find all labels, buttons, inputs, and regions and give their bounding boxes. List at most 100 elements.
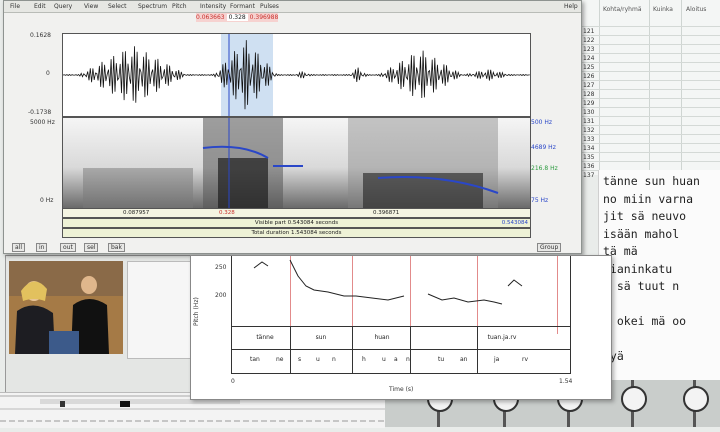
spec-ytop: 5000 Hz xyxy=(30,119,55,126)
sheet-row[interactable]: 126 xyxy=(581,71,720,81)
phone-cell[interactable]: tan xyxy=(250,356,260,363)
phone-cell[interactable]: ja xyxy=(494,356,500,363)
right-label-bottom: 75 Hz xyxy=(531,197,549,204)
sheet-row[interactable]: 124 xyxy=(581,53,720,63)
mixer-knob[interactable] xyxy=(683,386,709,412)
phone-cell[interactable]: an xyxy=(460,356,468,363)
sheet-header-2: Kuinka xyxy=(653,6,673,13)
sheet-row-id: 131 xyxy=(583,118,595,125)
zoom-button-bak[interactable]: bak xyxy=(108,243,125,252)
pitch-x-end: 1.54 xyxy=(559,378,573,385)
menu-pitch[interactable]: Pitch xyxy=(172,3,187,10)
transcript-line: no miin varna xyxy=(603,191,694,206)
wave-ymax: 0.1628 xyxy=(30,32,51,39)
phone-cell[interactable]: rv xyxy=(522,356,529,363)
selection-readout: 0.063663 0.328 0.396988 xyxy=(196,13,279,22)
sheet-row[interactable]: 129 xyxy=(581,98,720,108)
sheet-row-id: 126 xyxy=(583,73,595,80)
wave-zero: 0 xyxy=(46,70,50,77)
menu-view[interactable]: View xyxy=(84,3,99,10)
phone-cell[interactable]: u xyxy=(316,356,320,363)
sheet-row[interactable]: 131 xyxy=(581,116,720,126)
pitch-ytick-1: 250 xyxy=(215,264,227,271)
transcript-line: i okei mä oo xyxy=(603,314,687,328)
word-cell[interactable]: sun xyxy=(315,334,327,341)
visible-part-label: Visible part 0.543084 seconds xyxy=(254,220,339,226)
menu-pulses[interactable]: Pulses xyxy=(260,3,279,10)
sound-editor-window: File Edit Query View Select Spectrum Pitch Inte… xyxy=(3,0,582,254)
visible-part-bar[interactable]: Visible part 0.543084 seconds 0.543084 xyxy=(62,218,531,228)
menu-formant[interactable]: Formant xyxy=(230,3,255,10)
sheet-row[interactable]: 132 xyxy=(581,125,720,135)
sheet-header-3: Aloitus xyxy=(686,6,707,13)
sheet-row-id: 129 xyxy=(583,100,595,107)
phone-cell[interactable]: s xyxy=(298,356,302,363)
sheet-row[interactable]: 121 xyxy=(581,26,720,36)
transcript-line: bianinkatu xyxy=(603,261,673,276)
sheet-row[interactable]: 127 xyxy=(581,80,720,90)
phone-cell[interactable]: h xyxy=(362,356,366,363)
phone-cell[interactable]: n xyxy=(332,356,336,363)
sheet-row[interactable]: 136 xyxy=(581,161,720,171)
group-toggle[interactable]: Group xyxy=(537,243,562,252)
total-duration-bar[interactable]: Total duration 1.543084 seconds xyxy=(62,228,531,238)
word-cell[interactable]: tuan.ja.rv xyxy=(487,334,517,341)
sheet-row-id: 125 xyxy=(583,64,595,71)
selection-cursor: 0.328 xyxy=(226,14,248,21)
phone-cell[interactable]: ne xyxy=(276,356,284,363)
menu-edit[interactable]: Edit xyxy=(34,3,46,10)
phone-cell[interactable]: tu xyxy=(438,356,445,363)
sheet-header-1: Kohta/ryhmä xyxy=(603,6,642,13)
word-cell[interactable]: tänne xyxy=(256,334,274,341)
mixer-knob[interactable] xyxy=(621,386,647,412)
sheet-row[interactable]: 122 xyxy=(581,35,720,45)
menu-spectrum[interactable]: Spectrum xyxy=(138,3,168,10)
menu-bar: File Edit Query View Select Spectrum Pitch Inte… xyxy=(4,1,581,13)
time-mark-2: 0.328 xyxy=(219,210,235,216)
word-cell[interactable]: huan xyxy=(374,334,390,341)
selection-start: 0.063663 xyxy=(196,14,225,21)
pitch-plot[interactable]: tänne sun huan tuan.ja.rv tan ne s u n h u a n tu… xyxy=(231,256,571,374)
sheet-row[interactable]: 123 xyxy=(581,44,720,54)
waveform-trace xyxy=(62,40,530,110)
menu-select[interactable]: Select xyxy=(108,3,127,10)
sheet-row[interactable]: 135 xyxy=(581,152,720,162)
time-mark-1: 0.087957 xyxy=(123,210,150,216)
pitch-ylabel: Pitch (Hz) xyxy=(193,297,200,326)
zoom-button-in[interactable]: in xyxy=(36,243,48,252)
sheet-row[interactable]: 125 xyxy=(581,62,720,72)
phone-cell[interactable]: a xyxy=(394,356,398,363)
pitch-x-start: 0 xyxy=(231,378,235,385)
sheet-row[interactable]: 133 xyxy=(581,134,720,144)
sheet-row-id: 137 xyxy=(583,172,595,179)
sheet-row[interactable]: 130 xyxy=(581,107,720,117)
sheet-row[interactable]: 134 xyxy=(581,143,720,153)
waveform-panel[interactable] xyxy=(62,33,531,117)
sheet-row-id: 135 xyxy=(583,154,595,161)
sheet-row[interactable]: 128 xyxy=(581,89,720,99)
menu-file[interactable]: File xyxy=(10,3,21,10)
video-frame[interactable] xyxy=(9,261,123,354)
transcript-document[interactable]: tänne sun huan no miin varna jit sä neuvo i… xyxy=(598,170,720,385)
phone-cell[interactable]: n xyxy=(406,356,410,363)
zoom-button-all[interactable]: all xyxy=(12,243,26,252)
right-label-mid: 4689 Hz xyxy=(531,144,556,151)
transcript-line: s sä tuut n xyxy=(603,279,680,293)
right-label-green: 216.8 Hz xyxy=(531,165,558,172)
zoom-button-out[interactable]: out xyxy=(60,243,76,252)
time-mark-3: 0.396871 xyxy=(373,210,400,216)
zoom-button-sel[interactable]: sel xyxy=(84,243,99,252)
wave-ymin: -0.1738 xyxy=(28,109,52,116)
transcript-line: tänne sun huan xyxy=(603,174,700,188)
menu-intensity[interactable]: Intensity xyxy=(200,3,227,10)
menu-help[interactable]: Help xyxy=(564,3,578,10)
total-duration-label: Total duration 1.543084 seconds xyxy=(251,230,342,236)
spectrogram-panel[interactable] xyxy=(62,117,531,209)
menu-query[interactable]: Query xyxy=(54,3,73,10)
phone-cell[interactable]: u xyxy=(382,356,386,363)
sheet-row-id: 128 xyxy=(583,91,595,98)
spec-ybottom: 0 Hz xyxy=(40,197,54,204)
transcript-line: isään mahol xyxy=(603,226,680,241)
sheet-row-id: 121 xyxy=(583,28,595,35)
transcript-line: tä mä xyxy=(603,244,638,258)
